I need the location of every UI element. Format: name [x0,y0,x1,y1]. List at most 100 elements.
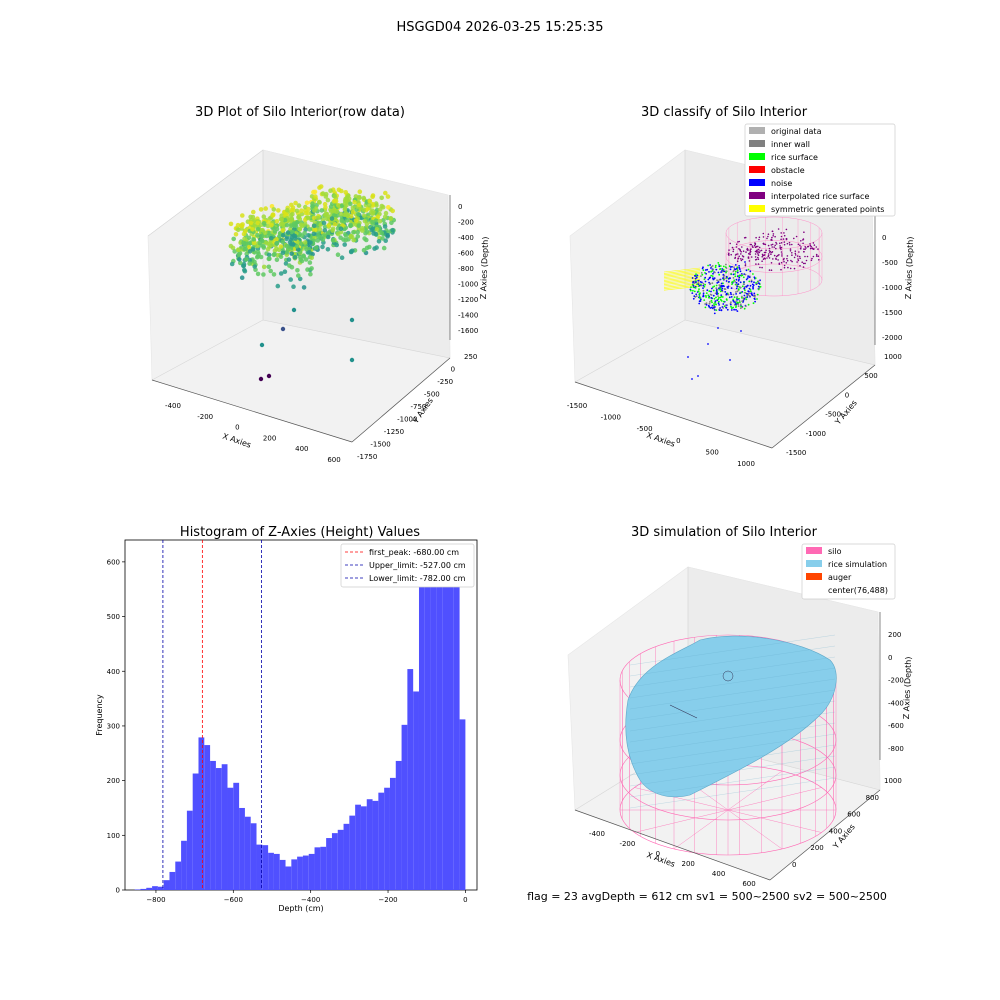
panel2-interpolated-point [797,243,800,246]
panel4-silo-spoke [634,787,729,811]
histogram-bar [233,782,240,890]
panel2-interpolated-point [800,246,802,248]
panel1-point [338,211,344,217]
panel2-classified-point [722,303,725,305]
panel1-point [264,241,270,246]
panel2-interpolated-point [807,245,810,248]
panel2-classified-point [710,299,713,302]
panel2-z-tick: -500 [882,259,898,267]
panel2-interpolated-point [756,251,758,253]
panel2-interpolated-point [794,252,797,255]
histogram-bar [250,823,257,890]
panel2-classified-point [718,263,720,266]
panel1-point [344,218,350,223]
histogram-bar [285,866,292,890]
panel1-point [311,215,317,221]
panel2-classified-point [746,284,749,287]
panel1-point [259,238,265,243]
panel2-classified-point [725,270,727,273]
panel4-silo-spoke [727,809,783,850]
panel2-interpolated-point [813,248,815,250]
panel1-point [388,216,394,221]
panel2-classified-point [721,289,723,292]
panel1-point [334,209,339,214]
panel2-interpolated-point [740,251,742,253]
panel2-interpolated-point [793,237,795,240]
panel2-interpolated-point [775,257,777,260]
histogram-bar [407,669,414,890]
panel2-classified-point [697,282,700,284]
panel2-classified-point [692,280,695,283]
panel2-classified-point [730,309,733,311]
panel2-classified-point [704,306,707,309]
panel3-x-tick: −400 [301,896,320,904]
panel2-symmetric-point [663,271,701,277]
panel2-classified-point [691,292,694,294]
panel2-classified-point [707,278,710,281]
panel2-classified-point [756,293,759,296]
panel1-z-tick: -600 [458,250,474,258]
panel2-classified-point [709,293,712,296]
panel1-point [390,227,395,233]
panel1-point [274,219,280,224]
panel2-interpolated-point [778,254,780,256]
panel4-legend-swatch [806,573,822,580]
panel1-point [238,223,244,228]
panel2-classified-point [715,287,718,290]
panel2-interpolated-point [758,236,761,239]
panel2-classified-point [704,303,706,305]
panel1-point [241,231,247,237]
panel2-classified-point [722,300,725,303]
panel2-interpolated-point [753,244,756,247]
panel2-interpolated-point [801,261,803,264]
panel2-interpolated-point [746,247,749,250]
panel2-classified-point [732,277,735,279]
panel2-interpolated-point [765,249,767,252]
panel4-auger-marker [669,704,698,719]
panel2-interpolated-point [778,263,781,266]
panel2-interpolated-point [777,254,779,257]
panel2-interpolated-point [773,254,776,257]
histogram-bar [436,567,443,890]
histogram-bar [192,773,199,890]
panel2-interpolated-point [791,254,793,256]
panel2-interpolated-point [757,245,759,248]
panel2-symmetric-point [663,277,701,283]
histogram-bar [343,823,350,890]
panel2-legend-label: obstacle [771,166,805,175]
panel2-interpolated-point [802,238,805,240]
panel2-interpolated-point [804,255,806,258]
panel2-classified-point [754,298,756,300]
panel1-point [343,233,349,238]
panel1-point [309,266,314,271]
histogram-bar [221,764,228,890]
panel2-classified-point [718,304,720,306]
panel1-point [357,195,362,201]
panel2-y-tick: 500 [864,372,877,380]
panel2-classified-point [726,299,728,301]
panel1-y-tick: 250 [464,353,477,361]
panel2-classified-point [703,278,706,281]
panel2-interpolated-point [797,259,800,262]
panel1-point [251,209,256,215]
panel2-classified-point [729,268,732,271]
panel4-x-tick: 600 [742,880,755,888]
panel2-interpolated-point [764,258,766,260]
panel2-classified-point [710,274,713,277]
panel1-point [379,230,385,236]
panel2-interpolated-point [757,254,760,256]
panel2-classified-point [721,287,724,290]
histogram-bar [331,833,338,891]
panel1-point [367,198,373,204]
panel3-x-tick: −200 [378,896,397,904]
panel2-interpolated-point [758,238,760,241]
panel2-legend-label: original data [771,127,822,136]
panel1-point [385,232,391,238]
panel2-interpolated-point [788,241,791,244]
panel2-classified-point [736,271,739,274]
panel2-classified-point [712,277,714,280]
panel2-classified-point [714,300,717,302]
panel2-classified-point [735,293,737,295]
panel2-classified-point [725,306,727,309]
panel2-classified-point [741,296,743,299]
